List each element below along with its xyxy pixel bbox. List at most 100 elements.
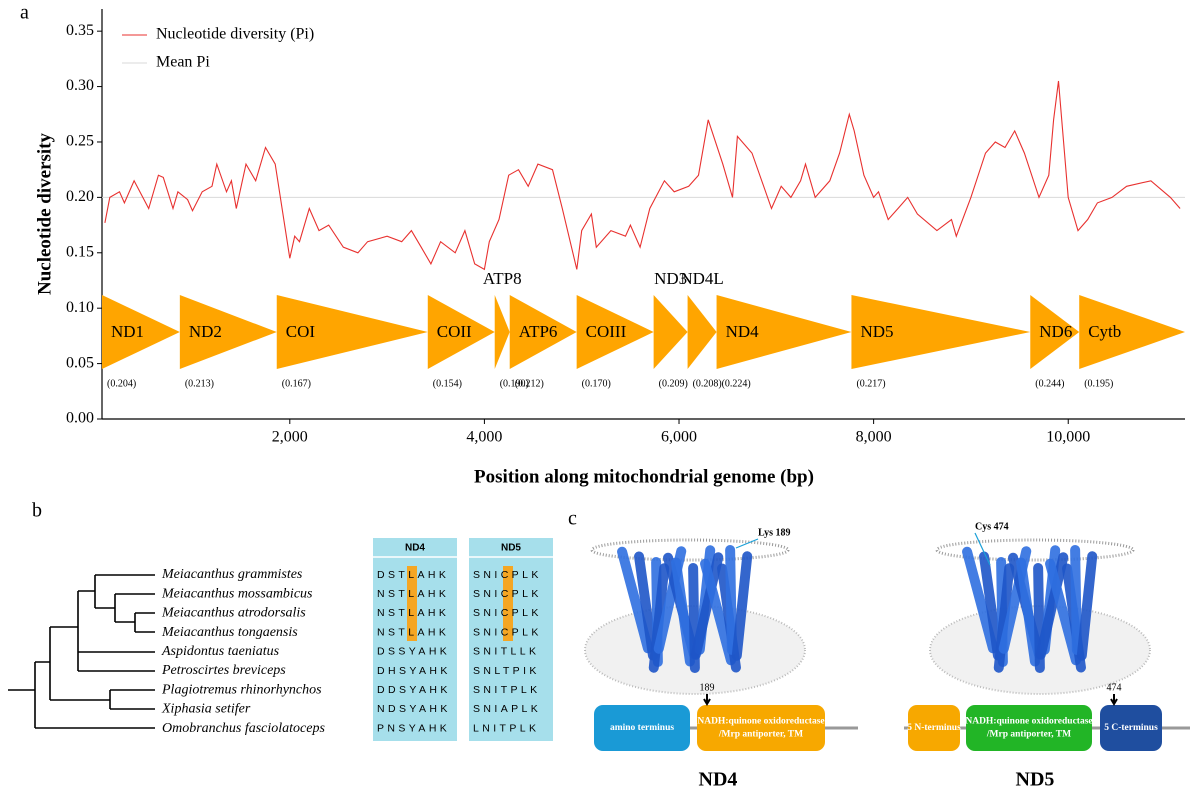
alignment-header: ND5 xyxy=(501,543,521,554)
highlight-column xyxy=(503,566,513,641)
gene-label: ND3 xyxy=(654,269,687,288)
membrane-top xyxy=(935,538,1135,562)
site-arrow xyxy=(703,694,711,706)
legend-label: Mean Pi xyxy=(156,54,210,71)
pi-line xyxy=(104,80,1181,271)
gene-value-label: (0.154) xyxy=(433,378,462,389)
y-tick-label: 0.00 xyxy=(66,410,94,427)
domain-box xyxy=(966,705,1092,751)
sequence: NDSYAHK xyxy=(377,703,451,715)
domain-box xyxy=(594,705,690,751)
helix xyxy=(671,557,695,667)
y-tick-label: 0.15 xyxy=(66,243,94,260)
sequence: NSTLAHK xyxy=(377,588,449,600)
tree-branches xyxy=(8,574,155,729)
x-tick-label: 6,000 xyxy=(661,429,697,446)
domain-label: 5 N-terminus xyxy=(907,723,961,733)
y-tick-label: 0.05 xyxy=(66,354,94,371)
helix xyxy=(690,552,724,660)
species-name: Omobranchus fasciolatoceps xyxy=(162,721,325,736)
x-tick-label: 2,000 xyxy=(272,429,308,446)
panel-label: b xyxy=(32,500,42,522)
y-tick-label: 0.35 xyxy=(66,22,94,39)
gene-arrow xyxy=(179,295,277,369)
domain-label: NADH:quinone oxidoreductase xyxy=(965,717,1092,727)
gene-arrow xyxy=(102,295,180,369)
x-tick-label: 8,000 xyxy=(856,429,892,446)
gene-label: ND1 xyxy=(111,322,144,341)
domain-box xyxy=(908,705,960,751)
gene-value-label: (0.204) xyxy=(107,378,136,389)
gene-label: ND4L xyxy=(680,269,723,288)
helix xyxy=(993,563,1015,673)
gene-arrow xyxy=(276,295,428,369)
sequence: DDSYAHK xyxy=(377,684,451,696)
gene-value-label: (0.190) xyxy=(500,378,529,389)
domain-box xyxy=(1100,705,1162,751)
gene-value-label: (0.244) xyxy=(1035,378,1064,389)
x-axis-title: Position along mitochondrial genome (bp) xyxy=(474,466,814,487)
sequence: NSTLAHK xyxy=(377,607,449,619)
gene-arrow xyxy=(716,295,852,369)
helix xyxy=(1016,557,1040,667)
gene-label: ATP8 xyxy=(483,269,522,288)
gene-arrow xyxy=(1079,295,1185,369)
sequence: SNICPLK xyxy=(473,588,542,600)
sequence: DSTLAHK xyxy=(377,569,449,581)
gene-value-label: (0.167) xyxy=(282,378,311,389)
gene-arrow xyxy=(427,295,495,369)
gene-label: COII xyxy=(437,322,472,341)
x-tick-label: 10,000 xyxy=(1046,429,1090,446)
gene-label: ND2 xyxy=(189,322,222,341)
helix xyxy=(979,551,1003,661)
sequence: SNITLLK xyxy=(473,646,539,658)
gene-value-label: (0.213) xyxy=(185,378,214,389)
structure-title: ND4 xyxy=(699,769,738,791)
species-name: Meiacanthus tongaensis xyxy=(161,625,298,640)
species-name: Meiacanthus mossambicus xyxy=(161,586,313,601)
species-name: Plagiotremus rhinorhynchos xyxy=(161,682,322,697)
y-tick-label: 0.10 xyxy=(66,299,94,316)
gene-value-label: (0.224) xyxy=(722,378,751,389)
gene-label: ATP6 xyxy=(519,322,558,341)
helix xyxy=(1070,545,1082,655)
legend-label: Nucleotide diversity (Pi) xyxy=(156,26,314,43)
structure-title: ND5 xyxy=(1016,769,1055,791)
helix xyxy=(731,551,753,661)
site-label: Cys 474 xyxy=(975,521,1009,532)
gene-arrow xyxy=(576,295,654,369)
alignment-header: ND4 xyxy=(405,543,425,554)
sequence: DSSYAHK xyxy=(377,646,450,658)
highlight-column xyxy=(407,566,417,641)
gene-value-label: (0.212) xyxy=(515,378,544,389)
gene-label: ND6 xyxy=(1039,322,1072,341)
site-position: 189 xyxy=(700,682,715,693)
callout-line xyxy=(735,538,759,549)
gene-arrow xyxy=(494,295,510,369)
species-name: Aspidontus taeniatus xyxy=(161,644,280,659)
domain-label: /Mrp antiporter, TM xyxy=(718,730,803,740)
gene-value-label: (0.208) xyxy=(693,378,722,389)
y-tick-label: 0.25 xyxy=(66,133,94,150)
species-name: Petroscirtes breviceps xyxy=(161,663,286,678)
sequence: NSTLAHK xyxy=(377,626,449,638)
sequence: SNICPLK xyxy=(473,607,542,619)
species-name: Xiphasia setifer xyxy=(161,702,251,717)
species-name: Meiacanthus atrodorsalis xyxy=(161,606,306,621)
helix xyxy=(1035,552,1069,660)
sequence: SNLTPIK xyxy=(473,665,540,677)
site-position: 474 xyxy=(1107,682,1122,693)
gene-arrow xyxy=(653,295,688,369)
gene-value-label: (0.195) xyxy=(1084,378,1113,389)
sequence: LNITPLK xyxy=(473,722,539,734)
gene-label: ND5 xyxy=(860,322,893,341)
gene-value-label: (0.170) xyxy=(582,378,611,389)
helix xyxy=(1076,551,1098,661)
gene-value-label: (0.209) xyxy=(659,378,688,389)
sequence: DHSYAHK xyxy=(377,665,451,677)
helix xyxy=(634,551,658,661)
y-tick-label: 0.30 xyxy=(66,77,94,94)
domain-label: /Mrp antiporter, TM xyxy=(986,730,1071,740)
gene-value-label: (0.217) xyxy=(856,378,885,389)
sequence: SNICPLK xyxy=(473,569,542,581)
